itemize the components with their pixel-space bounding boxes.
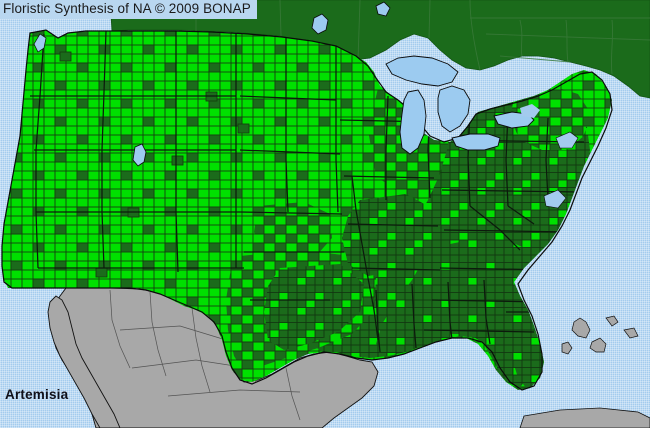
lake-winnipeg <box>311 13 329 35</box>
lake-michigan <box>399 89 427 155</box>
great-lakes <box>132 1 535 167</box>
cuba-landmass <box>519 407 650 428</box>
lake-superior <box>385 55 459 87</box>
lake-erie <box>451 133 501 151</box>
baja-california <box>47 295 121 428</box>
genus-label: Artemisia <box>5 387 69 402</box>
central-plains-speckle <box>254 202 332 262</box>
region-canada <box>109 0 650 99</box>
canada-landmass <box>109 0 650 99</box>
chesapeake-bay <box>543 189 567 209</box>
northern-lake <box>375 1 391 17</box>
us-coastline-outline <box>1 29 613 391</box>
bahamas-islands <box>561 315 639 355</box>
lake-huron <box>437 85 471 133</box>
texas-dark-core <box>264 264 364 350</box>
coastal-water-detail <box>33 33 579 209</box>
map-title: Floristic Synthesis of NA © 2009 BONAP <box>0 0 257 19</box>
gulf-coastal-plain-dark <box>376 240 540 374</box>
canada-province-borders <box>195 0 650 75</box>
puget-sound <box>33 33 47 53</box>
great-salt-lake <box>132 143 147 167</box>
region-mexico <box>47 287 650 428</box>
ontario-water-edge <box>520 104 540 118</box>
long-island-sound <box>555 131 579 149</box>
